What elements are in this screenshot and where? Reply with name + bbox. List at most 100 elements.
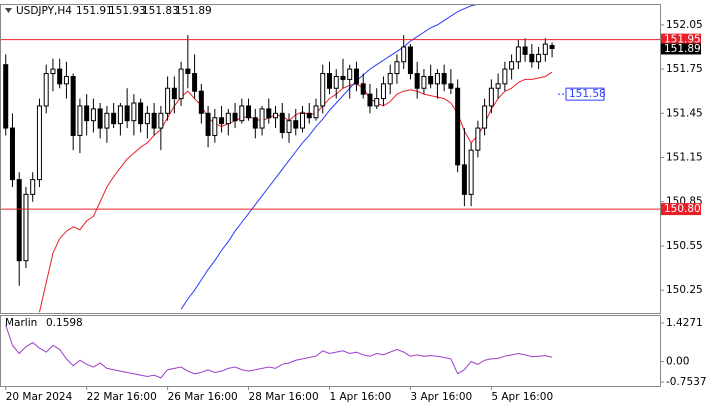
x-tick-label: 1 Apr 16:00 [329, 391, 391, 403]
candle-body [57, 68, 63, 85]
main-plot [3, 5, 555, 313]
candle-body [340, 75, 346, 80]
candle-body [198, 90, 204, 114]
candle-body [455, 87, 461, 166]
marlin-line [5, 324, 553, 379]
candle-body [252, 117, 258, 129]
candle-body [536, 53, 542, 63]
candle-body [509, 61, 515, 70]
candle-body [266, 108, 272, 119]
candle-body [23, 193, 29, 262]
candle-body [293, 120, 299, 129]
indicator-line [180, 5, 477, 310]
candle-body [178, 68, 184, 100]
header-open: 151.91 [76, 5, 113, 17]
candle-body [434, 73, 440, 85]
level-tag [661, 203, 701, 216]
y-tick-label: 151.45 [666, 107, 703, 119]
candle-body [9, 127, 15, 181]
candle-body [212, 117, 218, 136]
candle-body [300, 112, 306, 129]
header-low: 151.83 [142, 5, 179, 17]
indicator-value: 0.1598 [46, 317, 83, 329]
x-tick-label: 20 Mar 2024 [6, 391, 73, 403]
candle-body [374, 98, 380, 107]
x-tick-label: 28 Mar 16:00 [249, 391, 319, 403]
candle-body [448, 83, 454, 89]
candle-body [522, 46, 528, 55]
candle-body [529, 53, 535, 63]
candle-body [475, 127, 481, 151]
price-tag-label: 151.89 [664, 43, 701, 55]
y2-tick-label: 0.00 [666, 356, 689, 368]
candle-body [225, 112, 231, 125]
candle-body [549, 45, 555, 49]
candle-body [171, 87, 177, 100]
candle-body [90, 108, 96, 122]
candle-body [407, 46, 413, 75]
candle-body [353, 68, 359, 85]
candle-body [259, 108, 265, 129]
candle-body [43, 73, 49, 107]
sub-plot [5, 324, 553, 379]
candle-body [401, 46, 407, 63]
x-tick-label: 5 Apr 16:00 [491, 391, 553, 403]
candle-body [205, 112, 211, 136]
candle-body [468, 149, 474, 195]
candle-body [360, 83, 366, 95]
candle-body [286, 120, 292, 133]
header-high: 151.93 [109, 5, 146, 17]
level-label: 151.95 [664, 34, 701, 46]
candle-body [63, 75, 69, 85]
candle-body [333, 75, 339, 89]
candle-body [320, 73, 326, 107]
y-tick-label: 150.55 [666, 240, 703, 252]
candle-body [185, 68, 191, 75]
candle-body [151, 112, 157, 129]
candle-body [387, 73, 393, 85]
candle-body [495, 83, 501, 89]
main-frame [0, 4, 661, 314]
candle-body [111, 112, 117, 125]
candle-body [367, 93, 373, 107]
sub-frame [0, 315, 661, 387]
y-tick-label: 151.15 [666, 152, 703, 164]
candle-body [273, 112, 279, 119]
candle-body [131, 102, 137, 122]
price-tag [661, 43, 701, 55]
symbol-icon [5, 8, 12, 13]
candle-body [542, 43, 548, 55]
level-label: 150.80 [664, 203, 701, 215]
x-tick-label: 22 Mar 16:00 [87, 391, 157, 403]
candle-body [515, 46, 521, 63]
candle-body [246, 105, 252, 119]
header-close: 151.89 [175, 5, 212, 17]
candle-body [158, 112, 164, 129]
candle-body [30, 179, 36, 195]
y-tick-label: 152.05 [666, 19, 703, 31]
candle-body [441, 73, 447, 85]
candle-body [192, 73, 198, 92]
candle-body [414, 73, 420, 89]
candle-body [16, 179, 22, 262]
y-tick-label: 150.25 [666, 284, 703, 296]
candle-body [306, 112, 312, 119]
y2-tick-label: -0.7537 [666, 376, 707, 388]
x-tick-label: 26 Mar 16:00 [168, 391, 238, 403]
candle-body [124, 105, 130, 122]
indicator-name: Marlin [5, 317, 37, 329]
candle-body [421, 75, 427, 89]
candle-body [428, 75, 434, 85]
candle-body [50, 68, 56, 75]
level-tag [661, 33, 701, 46]
candle-body [144, 112, 150, 125]
x-tick-label: 3 Apr 16:00 [410, 391, 472, 403]
candle-body [36, 105, 42, 181]
candle-body [394, 61, 400, 75]
candle-body [3, 64, 9, 129]
candle-body [461, 164, 467, 195]
candle-body [77, 105, 83, 136]
candle-body [117, 105, 123, 125]
